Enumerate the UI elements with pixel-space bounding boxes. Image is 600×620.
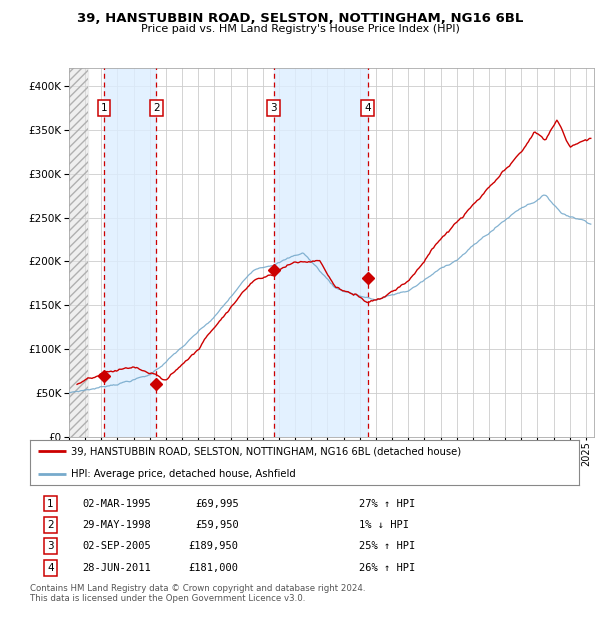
Text: 3: 3 — [271, 103, 277, 113]
Bar — [104, 68, 157, 437]
Text: Price paid vs. HM Land Registry's House Price Index (HPI): Price paid vs. HM Land Registry's House … — [140, 24, 460, 33]
Text: 28-JUN-2011: 28-JUN-2011 — [82, 563, 151, 573]
Bar — [69, 68, 88, 437]
Text: 4: 4 — [47, 563, 53, 573]
Text: 2: 2 — [153, 103, 160, 113]
Text: Contains HM Land Registry data © Crown copyright and database right 2024.
This d: Contains HM Land Registry data © Crown c… — [30, 584, 365, 603]
Text: HPI: Average price, detached house, Ashfield: HPI: Average price, detached house, Ashf… — [71, 469, 296, 479]
Text: 26% ↑ HPI: 26% ↑ HPI — [359, 563, 416, 573]
Text: £189,950: £189,950 — [188, 541, 239, 551]
Text: 27% ↑ HPI: 27% ↑ HPI — [359, 498, 416, 508]
Text: £59,950: £59,950 — [195, 520, 239, 529]
Text: 1: 1 — [47, 498, 53, 508]
Text: £69,995: £69,995 — [195, 498, 239, 508]
Text: 02-MAR-1995: 02-MAR-1995 — [82, 498, 151, 508]
Text: 1: 1 — [101, 103, 107, 113]
Text: 3: 3 — [47, 541, 53, 551]
Text: 39, HANSTUBBIN ROAD, SELSTON, NOTTINGHAM, NG16 6BL: 39, HANSTUBBIN ROAD, SELSTON, NOTTINGHAM… — [77, 12, 523, 25]
Text: 4: 4 — [364, 103, 371, 113]
Text: 02-SEP-2005: 02-SEP-2005 — [82, 541, 151, 551]
Text: 25% ↑ HPI: 25% ↑ HPI — [359, 541, 416, 551]
Text: £181,000: £181,000 — [188, 563, 239, 573]
Bar — [69, 68, 88, 437]
Text: 2: 2 — [47, 520, 53, 529]
Text: 29-MAY-1998: 29-MAY-1998 — [82, 520, 151, 529]
Bar — [274, 68, 368, 437]
Text: 39, HANSTUBBIN ROAD, SELSTON, NOTTINGHAM, NG16 6BL (detached house): 39, HANSTUBBIN ROAD, SELSTON, NOTTINGHAM… — [71, 446, 461, 456]
Text: 1% ↓ HPI: 1% ↓ HPI — [359, 520, 409, 529]
